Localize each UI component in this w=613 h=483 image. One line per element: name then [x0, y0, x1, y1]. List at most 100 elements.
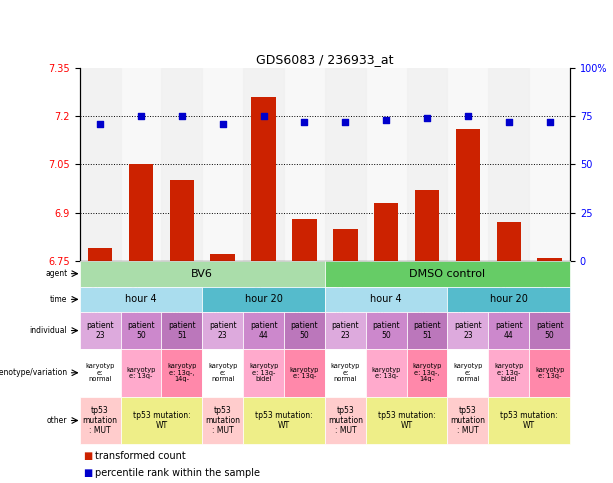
Bar: [489, 312, 529, 349]
Text: ■: ■: [83, 469, 92, 478]
Text: tp53 mutation:
WT: tp53 mutation: WT: [378, 411, 435, 430]
Bar: [529, 312, 570, 349]
Point: [259, 112, 268, 120]
Text: karyotyp
e: 13q-,
14q-: karyotyp e: 13q-, 14q-: [167, 363, 197, 382]
Text: patient
44: patient 44: [249, 321, 278, 340]
Bar: [284, 349, 325, 397]
Bar: [161, 312, 202, 349]
Bar: [325, 397, 366, 444]
Text: tp53
mutation
: MUT: tp53 mutation : MUT: [328, 406, 363, 435]
Text: hour 4: hour 4: [370, 294, 402, 304]
Text: karyotyp
e: 13q-: karyotyp e: 13q-: [290, 367, 319, 379]
Text: patient
23: patient 23: [454, 321, 482, 340]
Point: [136, 112, 146, 120]
Bar: [161, 68, 202, 261]
Bar: [129, 164, 153, 261]
Bar: [406, 349, 447, 397]
Text: karyotyp
e:
normal: karyotyp e: normal: [453, 363, 482, 382]
Text: karyotyp
e: 13q-,
14q-: karyotyp e: 13q-, 14q-: [413, 363, 442, 382]
Bar: [243, 397, 325, 444]
Bar: [292, 219, 317, 261]
Text: patient
50: patient 50: [536, 321, 563, 340]
Bar: [80, 312, 121, 349]
Text: karyotyp
e: 13q-: karyotyp e: 13q-: [126, 367, 156, 379]
Text: hour 4: hour 4: [125, 294, 157, 304]
Bar: [489, 397, 570, 444]
Text: karyotyp
e: 13q-: karyotyp e: 13q-: [535, 367, 565, 379]
Text: patient
50: patient 50: [372, 321, 400, 340]
Bar: [366, 397, 447, 444]
Text: tp53
mutation
: MUT: tp53 mutation : MUT: [205, 406, 240, 435]
Text: percentile rank within the sample: percentile rank within the sample: [95, 469, 260, 478]
Text: other: other: [47, 416, 67, 425]
Bar: [366, 349, 406, 397]
Text: karyotyp
e:
normal: karyotyp e: normal: [330, 363, 360, 382]
Bar: [121, 349, 161, 397]
Bar: [447, 349, 489, 397]
Bar: [284, 312, 325, 349]
Bar: [80, 286, 202, 312]
Point: [177, 112, 187, 120]
Point: [340, 118, 350, 126]
Text: patient
51: patient 51: [168, 321, 196, 340]
Text: ■: ■: [83, 452, 92, 461]
Bar: [325, 68, 366, 261]
Text: tp53
mutation
: MUT: tp53 mutation : MUT: [451, 406, 485, 435]
Bar: [243, 349, 284, 397]
Text: tp53 mutation:
WT: tp53 mutation: WT: [255, 411, 313, 430]
Text: karyotyp
e:
normal: karyotyp e: normal: [208, 363, 237, 382]
Text: BV6: BV6: [191, 269, 213, 279]
Bar: [243, 312, 284, 349]
Text: genotype/variation: genotype/variation: [0, 368, 67, 377]
Text: DMSO control: DMSO control: [409, 269, 485, 279]
Point: [95, 120, 105, 128]
Text: patient
23: patient 23: [86, 321, 114, 340]
Bar: [366, 312, 406, 349]
Bar: [243, 68, 284, 261]
Text: patient
50: patient 50: [291, 321, 318, 340]
Bar: [406, 68, 447, 261]
Bar: [210, 255, 235, 261]
Bar: [88, 248, 112, 261]
Bar: [80, 349, 121, 397]
Bar: [325, 261, 570, 286]
Bar: [121, 312, 161, 349]
Bar: [325, 349, 366, 397]
Bar: [202, 349, 243, 397]
Bar: [415, 190, 440, 261]
Bar: [251, 97, 276, 261]
Point: [422, 114, 432, 122]
Text: hour 20: hour 20: [245, 294, 283, 304]
Text: karyotyp
e: 13q-
bidel: karyotyp e: 13q- bidel: [494, 363, 524, 382]
Bar: [80, 397, 121, 444]
Bar: [455, 129, 480, 261]
Bar: [325, 312, 366, 349]
Text: patient
50: patient 50: [127, 321, 155, 340]
Bar: [325, 286, 447, 312]
Point: [218, 120, 227, 128]
Bar: [489, 68, 529, 261]
Bar: [333, 228, 357, 261]
Point: [463, 112, 473, 120]
Point: [381, 116, 391, 124]
Bar: [497, 222, 521, 261]
Text: tp53 mutation:
WT: tp53 mutation: WT: [132, 411, 190, 430]
Text: karyotyp
e: 13q-
bidel: karyotyp e: 13q- bidel: [249, 363, 278, 382]
Text: transformed count: transformed count: [95, 452, 186, 461]
Bar: [529, 349, 570, 397]
Bar: [489, 349, 529, 397]
Bar: [202, 397, 243, 444]
Bar: [202, 312, 243, 349]
Text: time: time: [50, 295, 67, 304]
Text: patient
44: patient 44: [495, 321, 523, 340]
Text: individual: individual: [29, 326, 67, 335]
Bar: [538, 257, 562, 261]
Text: karyotyp
e:
normal: karyotyp e: normal: [85, 363, 115, 382]
Text: tp53
mutation
: MUT: tp53 mutation : MUT: [83, 406, 118, 435]
Bar: [121, 397, 202, 444]
Bar: [447, 397, 489, 444]
Bar: [447, 286, 570, 312]
Bar: [170, 180, 194, 261]
Point: [300, 118, 310, 126]
Bar: [447, 312, 489, 349]
